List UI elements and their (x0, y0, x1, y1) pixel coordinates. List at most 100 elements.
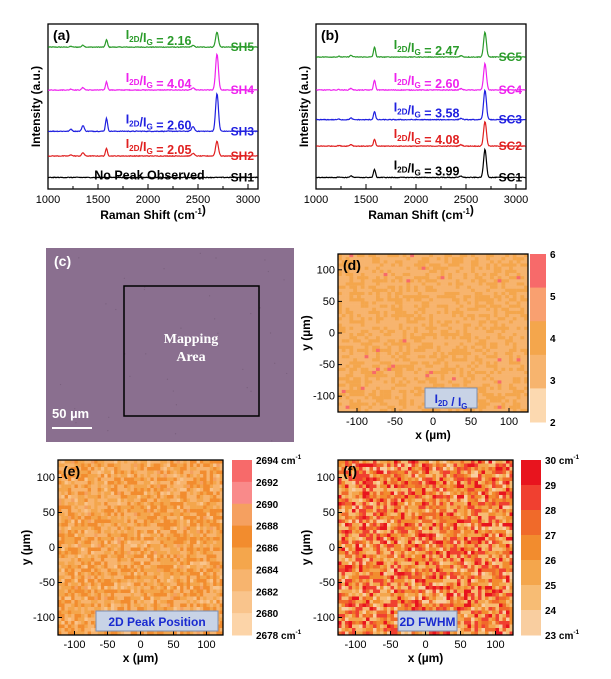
heatmap-cell (127, 547, 131, 552)
heatmap-cell (157, 551, 161, 555)
heatmap-cell (459, 370, 464, 375)
plot-frame (47, 23, 259, 190)
heatmap-cell (459, 257, 464, 261)
heatmap-cell (81, 624, 85, 629)
heatmap-cell (417, 266, 422, 271)
heatmap-cell (87, 488, 92, 492)
heatmap-cell (448, 329, 453, 334)
heatmap-cell (94, 502, 98, 506)
heatmap-cell (376, 288, 381, 293)
heatmap-cell (353, 405, 358, 410)
heatmap-cell (61, 460, 65, 464)
heatmap-cell (452, 304, 457, 309)
heatmap-cell (153, 600, 158, 604)
heatmap-cell (173, 477, 178, 482)
heatmap-cell (398, 295, 403, 299)
heatmap-cell (368, 380, 373, 384)
heatmap-cell (372, 254, 377, 258)
heatmap-cell (448, 361, 453, 365)
heatmap-cell (440, 320, 445, 324)
heatmap-cell (497, 377, 502, 381)
heatmap-cell (133, 509, 138, 513)
heatmap-cell (193, 470, 197, 475)
heatmap-cell (180, 530, 184, 534)
heatmap-cell (71, 631, 75, 636)
heatmap-cell (349, 320, 354, 324)
heatmap-cell (67, 593, 72, 597)
heatmap-cell (429, 351, 434, 356)
heatmap-cell (455, 254, 460, 258)
heatmap-cell (391, 329, 396, 334)
heatmap-cell (170, 589, 174, 594)
heatmap-cell (94, 603, 98, 608)
heatmap-cell (199, 579, 204, 583)
heatmap-cell (190, 593, 194, 597)
heatmap-cell (368, 276, 373, 280)
heatmap-cell (383, 266, 388, 271)
heatmap-cell (501, 333, 506, 337)
heatmap-cell (467, 257, 472, 261)
heatmap-cell (433, 345, 438, 350)
heatmap-cell (124, 495, 128, 499)
heatmap-cell (509, 380, 514, 384)
heatmap-cell (166, 603, 171, 608)
heatmap-cell (170, 565, 174, 569)
heatmap-cell (524, 269, 529, 274)
heatmap-cell (414, 408, 419, 413)
heatmap-cell (160, 491, 164, 496)
heatmap-cell (67, 474, 72, 478)
heatmap-cell (338, 257, 343, 261)
heatmap-cell (364, 377, 369, 381)
heatmap-cell (429, 370, 434, 375)
heatmap-cell (433, 307, 438, 312)
heatmap-cell (452, 263, 457, 267)
heatmap-cell (433, 266, 438, 271)
heatmap-cell (376, 333, 381, 337)
heatmap-cell (97, 582, 102, 587)
heatmap-cell (372, 304, 377, 309)
heatmap-cell (459, 351, 464, 356)
heatmap-cell (94, 523, 98, 527)
heatmap-cell (91, 474, 95, 478)
heatmap-cell (147, 551, 151, 555)
heatmap-cell (471, 374, 476, 378)
heatmap-cell (133, 533, 138, 538)
heatmap-cell (130, 467, 135, 471)
heatmap-cell (124, 484, 128, 489)
heatmap-cell (417, 393, 422, 397)
heatmap-cell (196, 596, 201, 601)
heatmap-cell (402, 333, 407, 337)
heatmap-cell (209, 526, 214, 531)
heatmap-cell (100, 593, 105, 597)
heatmap-cell (421, 295, 426, 299)
heatmap-cell (180, 467, 184, 471)
heatmap-cell (452, 260, 457, 264)
heatmap-cell (520, 361, 525, 365)
heatmap-cell (357, 320, 362, 324)
heatmap-cell (124, 526, 128, 531)
heatmap-cell (433, 304, 438, 309)
heatmap-cell (482, 282, 487, 286)
heatmap-cell (114, 460, 118, 464)
heatmap-cell (176, 463, 181, 468)
heatmap-cell (163, 544, 168, 548)
heatmap-cell (474, 364, 479, 369)
heatmap-cell (209, 474, 214, 478)
heatmap-cell (130, 547, 135, 552)
heatmap-cell (100, 547, 105, 552)
heatmap-cell (463, 301, 468, 305)
heatmap-cell (501, 276, 506, 280)
heatmap-cell (160, 582, 164, 587)
heatmap-cell (143, 502, 148, 506)
heatmap-cell (410, 351, 415, 356)
heatmap-cell (176, 505, 181, 510)
heatmap-cell (203, 582, 207, 587)
heatmap-cell (406, 288, 411, 293)
heatmap-cell (124, 467, 128, 471)
heatmap-cell (58, 505, 62, 510)
heatmap-cell (173, 530, 178, 534)
heatmap-cell (471, 377, 476, 381)
heatmap-cell (166, 498, 171, 503)
heatmap-cell (209, 586, 214, 590)
heatmap-cell (372, 295, 377, 299)
